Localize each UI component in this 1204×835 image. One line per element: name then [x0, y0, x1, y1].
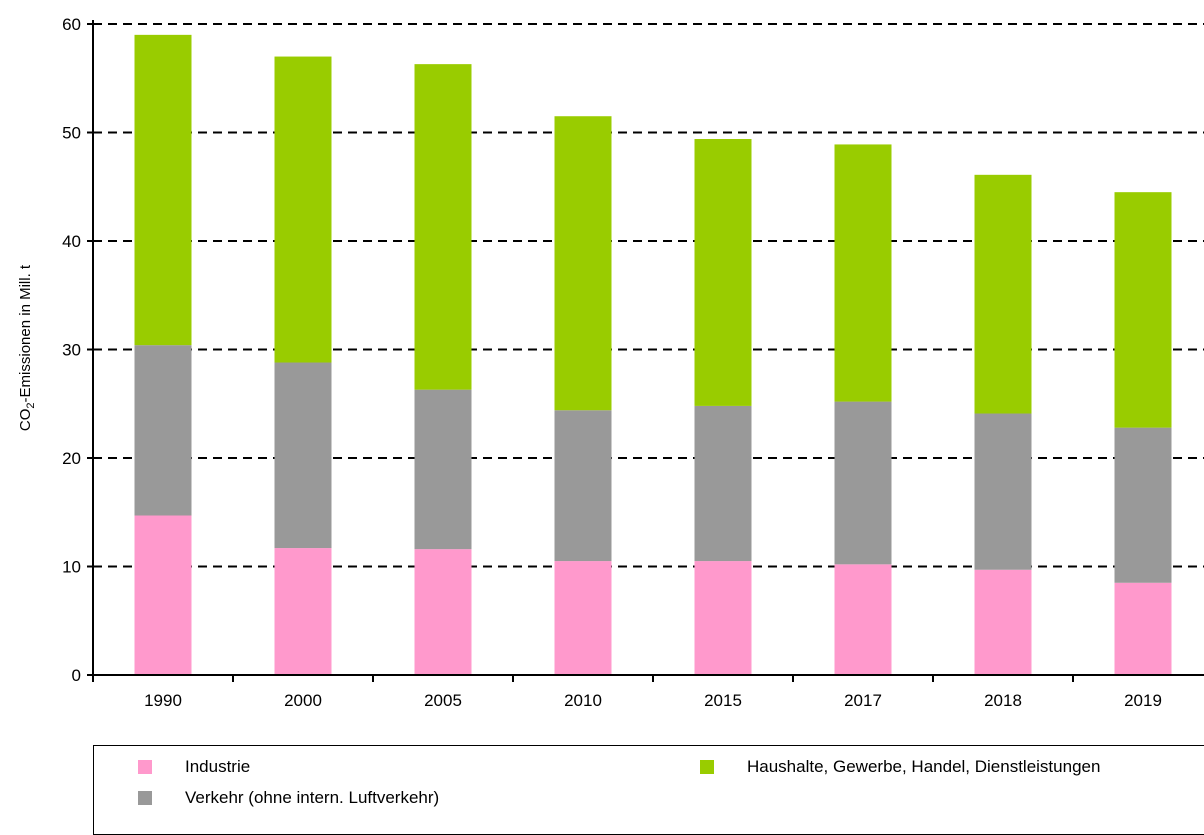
y-tick-label-20: 20: [62, 449, 81, 468]
legend: Industrie Verkehr (ohne intern. Luftverk…: [93, 745, 1204, 835]
bar-2017-series-2: [834, 144, 892, 402]
bar-2010-series-1: [554, 410, 612, 562]
x-tick-label-2005: 2005: [424, 691, 462, 710]
y-tick-label-30: 30: [62, 341, 81, 360]
bar-2018-series-0: [974, 569, 1032, 675]
bar-2015-series-1: [694, 405, 752, 562]
axes: [87, 20, 1204, 682]
bar-2019-series-2: [1114, 192, 1172, 428]
bar-2015-series-0: [694, 561, 752, 675]
x-tick-label-2000: 2000: [284, 691, 322, 710]
y-tick-label-0: 0: [72, 666, 81, 685]
bar-2015-series-2: [694, 139, 752, 406]
bar-2000-series-1: [274, 362, 332, 549]
bar-1990-series-0: [134, 515, 192, 675]
bar-2010-series-0: [554, 561, 612, 675]
x-tick-label-2018: 2018: [984, 691, 1022, 710]
legend-label-industrie: Industrie: [185, 757, 251, 776]
y-tick-labels: 0 10 20 30 40 50 60: [62, 15, 81, 685]
bar-2000-series-2: [274, 56, 332, 363]
bar-2017-series-1: [834, 401, 892, 565]
bar-2005-series-0: [414, 549, 472, 675]
x-tick-label-2015: 2015: [704, 691, 742, 710]
legend-item-verkehr: Verkehr (ohne intern. Luftverkehr): [138, 788, 439, 808]
y-tick-label-40: 40: [62, 232, 81, 251]
bars: [134, 34, 1172, 675]
x-tick-labels: 1990 2000 2005 2010 2015 2017 2018 2019: [144, 691, 1162, 710]
x-tick-label-1990: 1990: [144, 691, 182, 710]
bar-2010-series-2: [554, 116, 612, 411]
bar-2017-series-0: [834, 564, 892, 675]
legend-swatch-haushalte: [700, 760, 714, 774]
y-axis-title-rest: -Emissionen in Mill. t: [17, 264, 34, 402]
bar-2018-series-1: [974, 413, 1032, 570]
x-tick-label-2010: 2010: [564, 691, 602, 710]
legend-item-haushalte: Haushalte, Gewerbe, Handel, Dienstleistu…: [700, 757, 1100, 777]
y-tick-label-60: 60: [62, 15, 81, 34]
y-axis-title-main: CO: [17, 409, 34, 432]
legend-label-verkehr: Verkehr (ohne intern. Luftverkehr): [185, 788, 440, 807]
bar-2018-series-2: [974, 174, 1032, 414]
legend-swatch-verkehr: [138, 791, 152, 805]
x-tick-label-2017: 2017: [844, 691, 882, 710]
gridlines: [93, 23, 1204, 568]
bar-1990-series-1: [134, 345, 192, 516]
bar-2000-series-0: [274, 548, 332, 675]
y-tick-label-50: 50: [62, 124, 81, 143]
bar-1990-series-2: [134, 34, 192, 346]
legend-swatch-industrie: [138, 760, 152, 774]
x-tick-label-2019: 2019: [1124, 691, 1162, 710]
bar-2005-series-1: [414, 389, 472, 550]
bar-2005-series-2: [414, 64, 472, 390]
y-axis-title: CO2-Emissionen in Mill. t: [17, 264, 37, 431]
bar-2019-series-1: [1114, 427, 1172, 583]
bar-2019-series-0: [1114, 582, 1172, 675]
y-axis-title-subscript: 2: [25, 402, 37, 408]
y-tick-label-10: 10: [62, 558, 81, 577]
legend-label-haushalte: Haushalte, Gewerbe, Handel, Dienstleistu…: [747, 757, 1101, 776]
legend-item-industrie: Industrie: [138, 757, 250, 777]
